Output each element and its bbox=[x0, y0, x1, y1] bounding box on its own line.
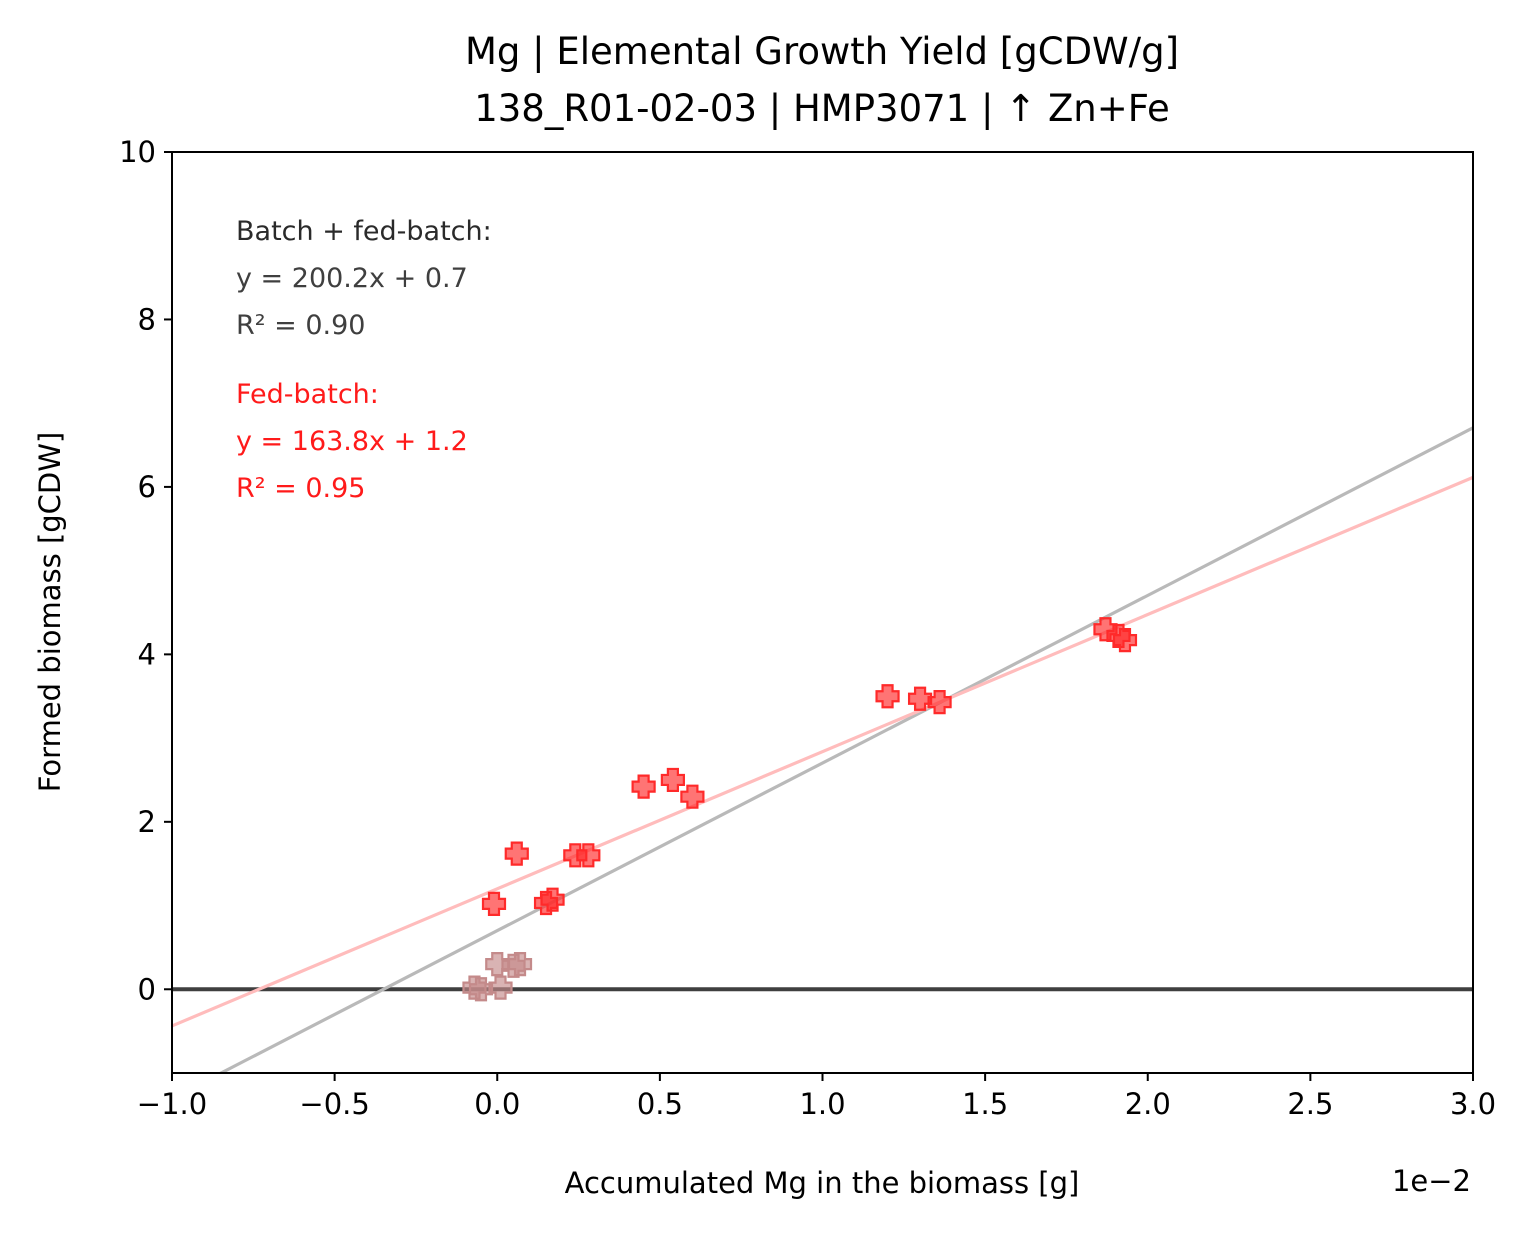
x-tick-label: 1.0 bbox=[799, 1087, 845, 1121]
fit-annotation-batch-fed-batch: Batch + fed-batch: bbox=[236, 216, 492, 247]
data-point-batch bbox=[488, 975, 513, 1000]
data-point-batch bbox=[485, 952, 510, 977]
chart-title-line-1: Mg | Elemental Growth Yield [gCDW/g] bbox=[465, 30, 1179, 73]
x-offset-label: 1e−2 bbox=[1392, 1164, 1471, 1198]
fit-annotations: Batch + fed-batch: y = 200.2x + 0.7 R² = 0… bbox=[236, 216, 492, 504]
fit-line-fed-batch bbox=[172, 475, 1473, 1028]
fit-annotation-fed-batch: R² = 0.95 bbox=[236, 473, 366, 504]
data-point-fed-batch bbox=[481, 891, 507, 916]
y-tick-label: 6 bbox=[138, 470, 156, 504]
plot-content bbox=[172, 426, 1473, 1073]
data-point-fed-batch bbox=[927, 689, 952, 715]
data-point-fed-batch bbox=[631, 774, 656, 799]
data-point-fed-batch bbox=[907, 686, 933, 711]
data-point-fed-batch bbox=[540, 887, 565, 912]
data-point-batch bbox=[468, 977, 494, 1002]
fit-annotation-batch-fed-batch: y = 200.2x + 0.7 bbox=[236, 263, 468, 294]
fit-annotation-batch-fed-batch: R² = 0.90 bbox=[236, 310, 366, 341]
data-point-fed-batch bbox=[660, 767, 685, 793]
y-axis-label: Formed biomass [gCDW] bbox=[33, 432, 67, 792]
y-tick-label: 10 bbox=[119, 135, 156, 169]
y-tick-label: 8 bbox=[138, 302, 156, 336]
x-tick-label: −0.5 bbox=[299, 1087, 369, 1121]
data-point-fed-batch bbox=[875, 684, 900, 709]
x-axis-label: Accumulated Mg in the biomass [g] bbox=[565, 1166, 1080, 1200]
data-point-batch bbox=[507, 952, 533, 977]
y-tick-label: 0 bbox=[138, 972, 156, 1006]
data-point-fed-batch bbox=[504, 841, 529, 866]
y-tick-label: 2 bbox=[138, 805, 156, 839]
y-axis: 0 2 4 6 8 10 bbox=[119, 135, 172, 1006]
x-tick-label: 2.0 bbox=[1125, 1087, 1171, 1121]
x-tick-label: 0.0 bbox=[474, 1087, 520, 1121]
data-point-fed-batch bbox=[1112, 628, 1138, 653]
fit-annotation-fed-batch: y = 163.8x + 1.2 bbox=[236, 426, 468, 457]
x-tick-label: 0.5 bbox=[637, 1087, 683, 1121]
x-tick-label: 2.5 bbox=[1287, 1087, 1333, 1121]
data-point-fed-batch bbox=[576, 843, 601, 868]
x-tick-label: 3.0 bbox=[1450, 1087, 1496, 1121]
fit-line-batch-fed-batch bbox=[217, 426, 1473, 1073]
chart-title-line-2: 138_R01-02-03 | HMP3071 | ↑ Zn+Fe bbox=[474, 87, 1170, 130]
y-tick-label: 4 bbox=[138, 637, 156, 671]
x-axis: −1.0 −0.5 0.0 0.5 1.0 1.5 2.0 2.5 3.0 bbox=[137, 1073, 1496, 1121]
x-tick-label: 1.5 bbox=[962, 1087, 1008, 1121]
fit-annotation-fed-batch: Fed-batch: bbox=[236, 379, 379, 410]
x-tick-label: −1.0 bbox=[137, 1087, 207, 1121]
data-point-fed-batch bbox=[680, 784, 705, 809]
